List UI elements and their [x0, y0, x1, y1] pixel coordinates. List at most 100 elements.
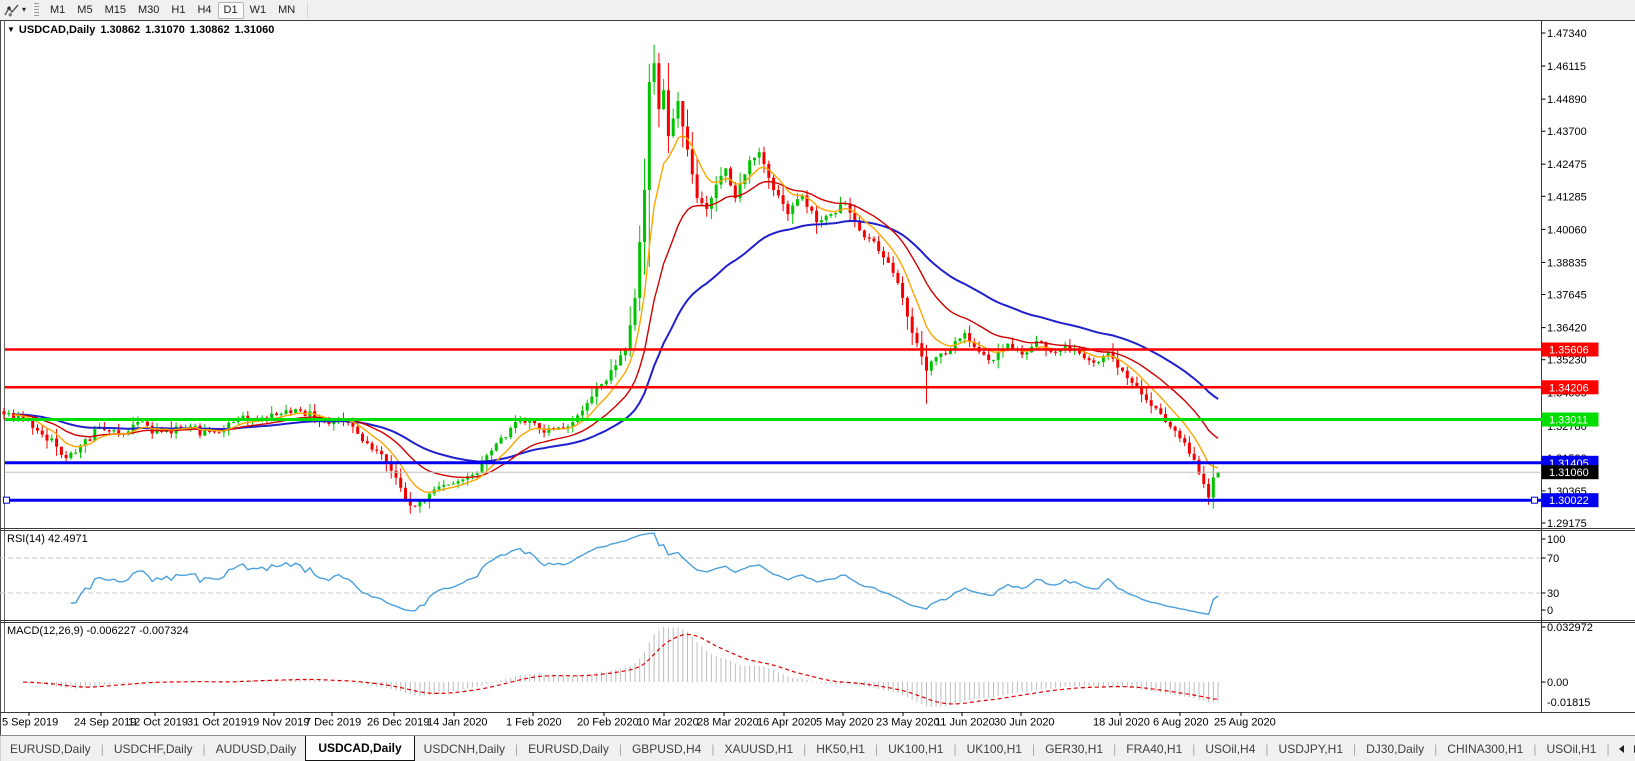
- tab-separator: |: [1265, 741, 1269, 756]
- tab-gbpusd-h4[interactable]: GBPUSD,H4: [623, 736, 710, 761]
- tab-hk50-h1[interactable]: HK50,H1: [807, 736, 874, 761]
- timeframe-button-h1[interactable]: H1: [165, 2, 191, 19]
- svg-text:1.37645: 1.37645: [1547, 290, 1587, 302]
- open-value: 1.30862: [100, 24, 141, 36]
- low-value: 1.30862: [189, 24, 230, 36]
- svg-text:1.35230: 1.35230: [1547, 355, 1587, 367]
- tab-separator: |: [803, 741, 807, 756]
- tab-uk100-h1[interactable]: UK100,H1: [958, 736, 1031, 761]
- tab-navigation: |: [1605, 736, 1635, 761]
- toolbar: ▾ M1 M5 M15 M30 H1 H4 D1 W1 MN: [0, 0, 1635, 20]
- tab-separator: |: [100, 741, 104, 756]
- tab-separator: |: [1434, 741, 1438, 756]
- tabs-scroll-left-button[interactable]: [1617, 743, 1626, 755]
- symbol-period-label: USDCAD,Daily: [18, 24, 96, 36]
- tab-fra40-h1[interactable]: FRA40,H1: [1117, 736, 1191, 761]
- tab-separator: |: [1606, 741, 1610, 756]
- svg-text:23 May 2020: 23 May 2020: [876, 717, 940, 729]
- tab-usdchf-daily[interactable]: USDCHF,Daily: [105, 736, 202, 761]
- timeframe-button-m15[interactable]: M15: [99, 2, 132, 19]
- svg-text:0: 0: [1547, 605, 1553, 617]
- svg-text:1.44890: 1.44890: [1547, 94, 1587, 106]
- triangle-left-icon: [1618, 744, 1624, 753]
- svg-text:0.032972: 0.032972: [1547, 622, 1593, 634]
- svg-text:-0.01815: -0.01815: [1547, 697, 1590, 709]
- tabs-scroll-right-button[interactable]: [1632, 743, 1635, 755]
- rsi-label: RSI(14) 42.4971: [7, 533, 88, 545]
- svg-text:70: 70: [1547, 553, 1559, 565]
- tab-separator: |: [202, 741, 206, 756]
- svg-text:1.30022: 1.30022: [1549, 495, 1589, 507]
- svg-text:28 Mar 2020: 28 Mar 2020: [697, 717, 759, 729]
- macd-histogram: [13, 627, 1219, 708]
- svg-text:1.34206: 1.34206: [1549, 382, 1589, 394]
- tab-usdcad-daily[interactable]: USDCAD,Daily: [305, 736, 415, 761]
- timeframe-button-d1[interactable]: D1: [217, 1, 244, 19]
- tab-separator: |: [953, 741, 957, 756]
- svg-text:1.35606: 1.35606: [1549, 345, 1589, 357]
- svg-text:14 Jan 2020: 14 Jan 2020: [427, 717, 488, 729]
- svg-text:1.47340: 1.47340: [1547, 28, 1587, 40]
- macd-label: MACD(12,26,9) -0.006227 -0.007324: [7, 625, 189, 637]
- timeframe-button-w1[interactable]: W1: [244, 2, 273, 19]
- moving-averages: [13, 134, 1219, 494]
- svg-text:100: 100: [1547, 534, 1565, 546]
- timeframe-button-h4[interactable]: H4: [191, 2, 217, 19]
- svg-text:1.29175: 1.29175: [1547, 518, 1587, 530]
- tab-ger30-h1[interactable]: GER30,H1: [1036, 736, 1112, 761]
- svg-text:1.41285: 1.41285: [1547, 191, 1587, 203]
- svg-text:25 Aug 2020: 25 Aug 2020: [1214, 717, 1276, 729]
- rsi-line: [70, 532, 1219, 616]
- tab-separator: |: [711, 741, 715, 756]
- toolbar-separator: [307, 2, 309, 18]
- tab-china300-h1[interactable]: CHINA300,H1: [1438, 736, 1532, 761]
- timeframe-button-m5[interactable]: M5: [71, 2, 98, 19]
- svg-text:5 May 2020: 5 May 2020: [816, 717, 873, 729]
- tab-eurusd-daily[interactable]: EURUSD,Daily: [1, 736, 100, 761]
- timeframe-button-m30[interactable]: M30: [132, 2, 165, 19]
- indicator-tool-button[interactable]: ▾: [0, 1, 30, 19]
- tab-eurusd-daily[interactable]: EURUSD,Daily: [519, 736, 618, 761]
- zigzag-indicator-icon: [4, 4, 19, 17]
- macd-pane: 0.032972 0.00 -0.01815: [13, 622, 1593, 709]
- svg-text:1.33011: 1.33011: [1549, 415, 1588, 427]
- svg-text:12 Oct 2019: 12 Oct 2019: [128, 717, 188, 729]
- svg-text:0.00: 0.00: [1547, 677, 1568, 689]
- chevron-down-icon: ▾: [22, 5, 27, 14]
- svg-text:11 Jun 2020: 11 Jun 2020: [935, 717, 995, 729]
- tab-usoil-h1[interactable]: USOil,H1: [1537, 736, 1605, 761]
- svg-text:1.42475: 1.42475: [1547, 159, 1587, 171]
- svg-text:10 Mar 2020: 10 Mar 2020: [637, 717, 699, 729]
- tab-xauusd-h1[interactable]: XAUUSD,H1: [715, 736, 802, 761]
- hline-objects[interactable]: [3, 348, 1542, 504]
- close-value: 1.31060: [234, 24, 275, 36]
- tab-separator: |: [1192, 741, 1196, 756]
- tab-separator: |: [1113, 741, 1117, 756]
- pane-borders: [0, 20, 1635, 735]
- svg-text:19 Nov 2019: 19 Nov 2019: [247, 717, 309, 729]
- timeframe-button-m1[interactable]: M1: [44, 2, 71, 19]
- ma-fast-line: [13, 134, 1219, 494]
- svg-text:7 Dec 2019: 7 Dec 2019: [305, 717, 361, 729]
- high-value: 1.31070: [145, 24, 185, 36]
- tab-usoil-h4[interactable]: USOil,H4: [1196, 736, 1264, 761]
- current-price-box: [1541, 465, 1599, 480]
- tabbar-corner: [0, 736, 1, 761]
- tab-usdjpy-h1[interactable]: USDJPY,H1: [1270, 736, 1352, 761]
- ma-mid-line: [13, 180, 1219, 479]
- chart-canvas[interactable]: 1.47340 1.46115 1.44890 1.43700 1.42475 1.412…: [0, 20, 1635, 735]
- axis-price-labels: 1.356061.342061.330111.314051.300221.310…: [1541, 342, 1599, 508]
- timeframe-button-mn[interactable]: MN: [272, 2, 301, 19]
- svg-text:1.46115: 1.46115: [1547, 61, 1586, 73]
- tab-separator: |: [515, 741, 519, 756]
- tab-usdcnh-daily[interactable]: USDCNH,Daily: [415, 736, 514, 761]
- tab-uk100-h1[interactable]: UK100,H1: [879, 736, 952, 761]
- toolbar-grip: [33, 3, 40, 17]
- svg-text:26 Dec 2019: 26 Dec 2019: [367, 717, 429, 729]
- hline-handle: [3, 496, 10, 504]
- tab-audusd-daily[interactable]: AUDUSD,Daily: [207, 736, 306, 761]
- price-axis: 1.47340 1.46115 1.44890 1.43700 1.42475 1.412…: [1541, 28, 1587, 530]
- tab-dj30-daily[interactable]: DJ30,Daily: [1357, 736, 1433, 761]
